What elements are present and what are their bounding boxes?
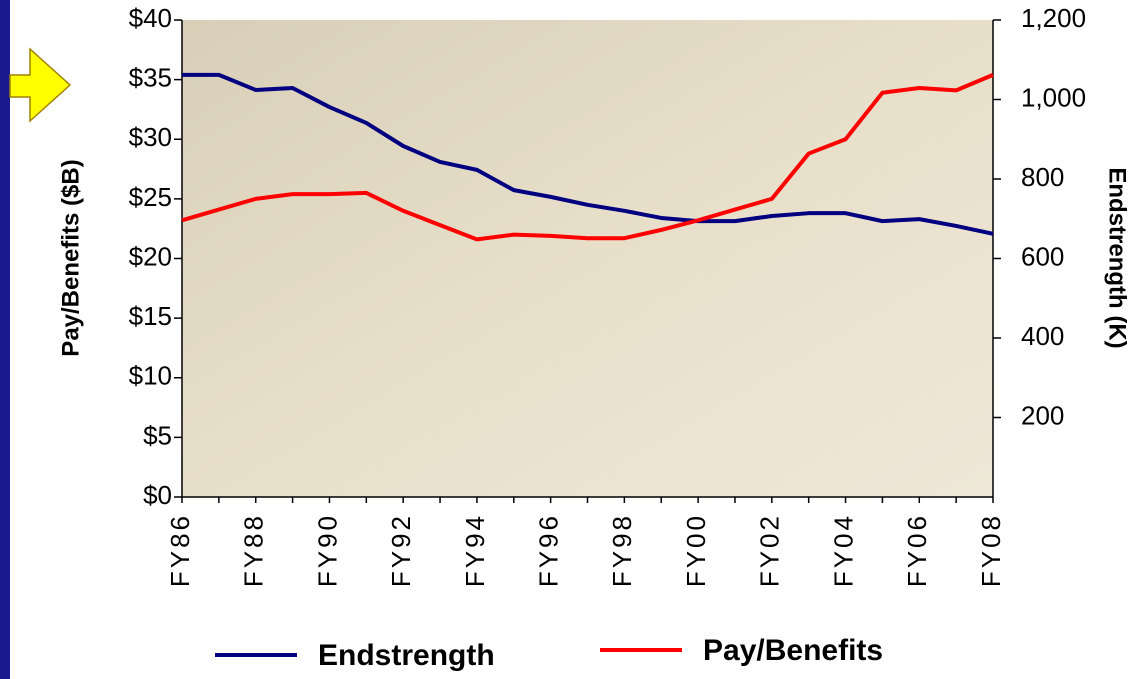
y2-tick-label: 1,000 <box>1021 82 1086 112</box>
y-tick-label: $35 <box>129 63 172 93</box>
x-tick-label: FY02 <box>755 513 785 587</box>
y2-tick-label: 400 <box>1021 321 1064 351</box>
y2-tick-label: 600 <box>1021 241 1064 271</box>
arrow <box>10 49 70 121</box>
x-tick-label: FY96 <box>534 513 564 587</box>
y-tick-label: $25 <box>129 182 172 212</box>
x-tick-label: FY00 <box>681 513 711 587</box>
y-tick-label: $15 <box>129 301 172 331</box>
side-strip <box>0 0 10 679</box>
page: Pay/Benefits ($B) Endstrength (K) $0 $5 $1… <box>0 0 1144 679</box>
x-tick-label: FY06 <box>902 513 932 587</box>
y-tick-label: $5 <box>143 420 172 450</box>
y-axis-title: Pay/Benefits ($B) <box>57 159 84 356</box>
x-tick-label: FY08 <box>976 513 1006 587</box>
y2-tick-label: 200 <box>1021 400 1064 430</box>
y-tick-label: $30 <box>129 122 172 152</box>
legend-label: Endstrength <box>318 639 495 672</box>
x-tick-label: FY04 <box>828 513 858 587</box>
y-tick-label: $20 <box>129 241 172 271</box>
legend-label: Pay/Benefits <box>703 634 883 667</box>
x-tick-label: FY94 <box>460 513 490 587</box>
y-tick-label: $40 <box>129 3 172 33</box>
x-tick-label: FY88 <box>239 513 269 587</box>
x-tick-label: FY86 <box>165 513 195 587</box>
y-tick-label: $0 <box>143 480 172 510</box>
y-tick-label: $10 <box>129 361 172 391</box>
y2-tick-label: 800 <box>1021 162 1064 192</box>
y2-axis-title: Endstrength (K) <box>1104 167 1131 348</box>
y2-tick-label: 1,200 <box>1021 3 1086 33</box>
chart: Pay/Benefits ($B) Endstrength (K) $0 $5 $1… <box>0 0 1144 679</box>
x-tick-label: FY90 <box>312 513 342 587</box>
x-tick-label: FY98 <box>607 513 637 587</box>
x-tick-label: FY92 <box>386 513 416 587</box>
